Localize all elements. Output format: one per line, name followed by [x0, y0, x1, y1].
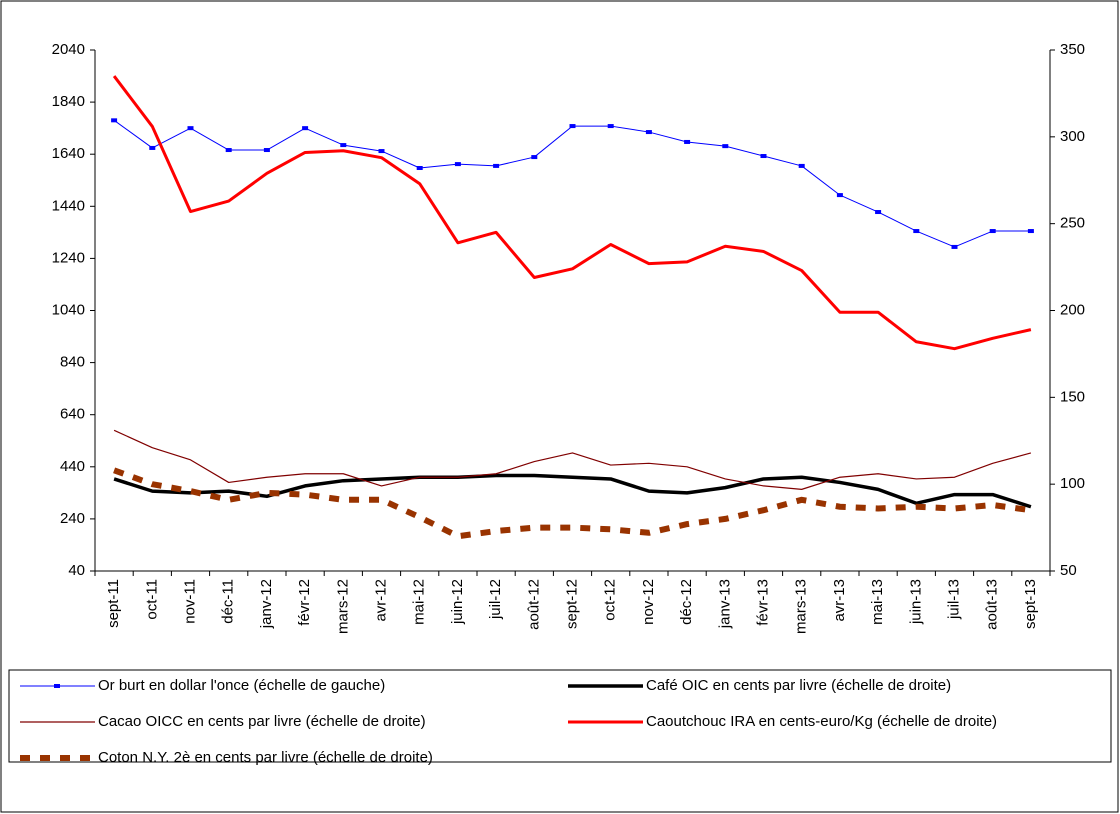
- x-tick-label: nov-11: [181, 579, 198, 624]
- series-line: [113, 429, 1032, 490]
- x-tick-label: mai-13: [869, 579, 886, 625]
- x-tick-label: mars-13: [793, 579, 810, 634]
- x-tick-label: janv-12: [258, 579, 275, 629]
- x-tick-label: déc-11: [220, 579, 237, 624]
- x-tick-label: nov-12: [640, 579, 657, 625]
- y-tick-label: 1840: [52, 93, 85, 110]
- y-tick-label: 640: [60, 406, 85, 423]
- y2-tick-label: 150: [1060, 388, 1085, 405]
- x-tick-label: août-13: [984, 579, 1001, 630]
- x-tick-label: juil-13: [945, 579, 962, 620]
- series-marker: [798, 163, 805, 168]
- y-tick-label: 240: [60, 510, 85, 527]
- y2-tick-label: 100: [1060, 475, 1085, 492]
- series-marker: [302, 126, 309, 131]
- series-marker: [111, 118, 118, 123]
- x-tick-label: mars-12: [334, 579, 351, 634]
- y-tick-label: 40: [68, 562, 85, 579]
- y-tick-label: 440: [60, 458, 85, 475]
- series-marker: [760, 154, 767, 159]
- y-tick-label: 2040: [52, 41, 85, 58]
- series-marker: [607, 124, 614, 129]
- series-marker: [989, 229, 996, 234]
- legend-label: Or burt en dollar l'once (échelle de gau…: [98, 677, 385, 694]
- series-marker: [645, 130, 652, 135]
- y-tick-label: 1040: [52, 301, 85, 318]
- series-marker: [225, 148, 232, 153]
- series-marker: [149, 145, 156, 150]
- y2-tick-label: 250: [1060, 215, 1085, 232]
- series-marker: [531, 155, 538, 160]
- x-tick-label: déc-12: [678, 579, 695, 625]
- x-tick-label: févr-13: [754, 579, 771, 626]
- series-marker: [454, 162, 461, 167]
- series-marker: [684, 139, 691, 144]
- series-marker: [836, 193, 843, 198]
- x-tick-label: oct-11: [143, 579, 160, 620]
- series-marker: [1027, 229, 1034, 234]
- x-tick-label: févr-12: [296, 579, 313, 626]
- series-marker: [913, 229, 920, 234]
- x-tick-label: sept-11: [105, 579, 122, 628]
- y-tick-label: 1640: [52, 145, 85, 162]
- y-tick-label: 1440: [52, 197, 85, 214]
- x-tick-label: juin-12: [449, 579, 466, 625]
- series-marker: [416, 166, 423, 171]
- y2-tick-label: 300: [1060, 128, 1085, 145]
- y-tick-label: 1240: [52, 249, 85, 266]
- legend-label: Caoutchouc IRA en cents-euro/Kg (échelle…: [646, 713, 997, 730]
- series-marker: [187, 126, 194, 131]
- y2-tick-label: 350: [1060, 41, 1085, 58]
- x-tick-label: août-12: [525, 579, 542, 630]
- legend-marker: [54, 684, 60, 688]
- series-line: [113, 473, 1032, 509]
- legend-box: [8, 669, 1112, 763]
- y2-tick-label: 200: [1060, 301, 1085, 318]
- x-tick-label: janv-13: [716, 579, 733, 629]
- y-tick-label: 840: [60, 354, 85, 371]
- series-marker: [951, 244, 958, 249]
- x-tick-label: sept-12: [563, 579, 580, 629]
- series-marker: [569, 124, 576, 129]
- legend-label: Coton N.Y. 2è en cents par livre (échell…: [98, 749, 433, 766]
- x-tick-label: avr-12: [372, 579, 389, 622]
- legend-label: Café OIC en cents par livre (échelle de …: [646, 677, 951, 694]
- series-marker: [263, 148, 270, 153]
- x-tick-label: oct-12: [602, 579, 619, 621]
- series-line: [112, 75, 1032, 351]
- x-tick-label: mai-12: [411, 579, 428, 625]
- series-marker: [722, 144, 729, 149]
- x-tick-label: avr-13: [831, 579, 848, 622]
- x-tick-label: juil-12: [487, 579, 504, 620]
- legend-label: Cacao OICC en cents par livre (échelle d…: [98, 713, 426, 730]
- x-tick-label: juin-13: [907, 579, 924, 625]
- series-line: [113, 467, 1032, 540]
- x-tick-label: sept-13: [1022, 579, 1039, 629]
- y2-tick-label: 50: [1060, 562, 1077, 579]
- series-marker: [493, 163, 500, 168]
- series-marker: [378, 149, 385, 154]
- series-marker: [875, 210, 882, 215]
- series-marker: [340, 143, 347, 148]
